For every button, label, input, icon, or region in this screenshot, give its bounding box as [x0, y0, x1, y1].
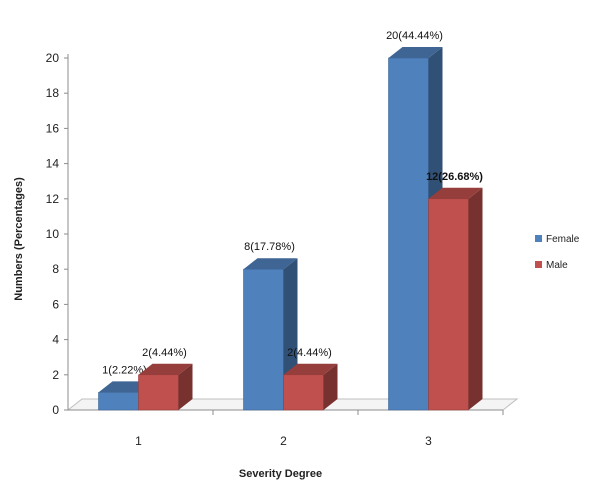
y-tick-label: 0: [52, 403, 59, 417]
y-tick-label: 14: [46, 157, 60, 171]
y-tick-label: 6: [52, 297, 59, 311]
bar-front: [388, 57, 429, 411]
x-tick-label: 2: [280, 434, 287, 448]
y-tick-label: 8: [52, 262, 59, 276]
y-tick-label: 18: [46, 86, 60, 100]
bar-top: [138, 363, 193, 375]
bar-male-2: [283, 363, 338, 411]
y-tick-label: 20: [46, 51, 60, 65]
legend-swatch-male: [535, 261, 542, 268]
data-label: 8(17.78%): [244, 241, 295, 253]
data-label: 1(2.22%): [102, 364, 147, 376]
bar-male-1: [138, 363, 193, 411]
x-tick-label: 1: [135, 434, 142, 448]
y-tick-label: 12: [46, 192, 60, 206]
x-tick-label: 3: [425, 434, 432, 448]
legend-label-female: Female: [546, 234, 580, 245]
bar-front: [138, 374, 179, 411]
legend-swatch-female: [535, 235, 542, 242]
bar-top: [388, 47, 443, 58]
y-axis-title: Numbers (Percentages): [13, 177, 25, 301]
y-tick-label: 4: [52, 333, 59, 347]
bar-side: [468, 187, 483, 410]
bar-front: [428, 198, 469, 411]
bar-front: [243, 268, 284, 411]
legend: Female Male: [535, 234, 580, 271]
data-label: 20(44.44%): [386, 30, 443, 42]
bar-side: [178, 363, 193, 410]
bar-front: [98, 392, 139, 411]
bar-top: [428, 187, 483, 199]
data-label: 2(4.44%): [287, 347, 332, 359]
y-tick-label: 16: [46, 121, 60, 135]
bar-side: [323, 363, 338, 410]
bar-top: [243, 258, 298, 270]
bar-top: [283, 363, 338, 375]
x-axis-title: Severity Degree: [239, 468, 322, 480]
bar-front: [283, 374, 324, 411]
bar-female-2: [243, 258, 298, 411]
legend-label-male: Male: [546, 260, 568, 271]
y-tick-label: 10: [46, 227, 60, 241]
data-label: 12(26.68%): [426, 171, 483, 183]
y-tick-label: 2: [52, 368, 59, 382]
bar-male-3: [428, 187, 483, 411]
data-label: 2(4.44%): [142, 347, 187, 359]
